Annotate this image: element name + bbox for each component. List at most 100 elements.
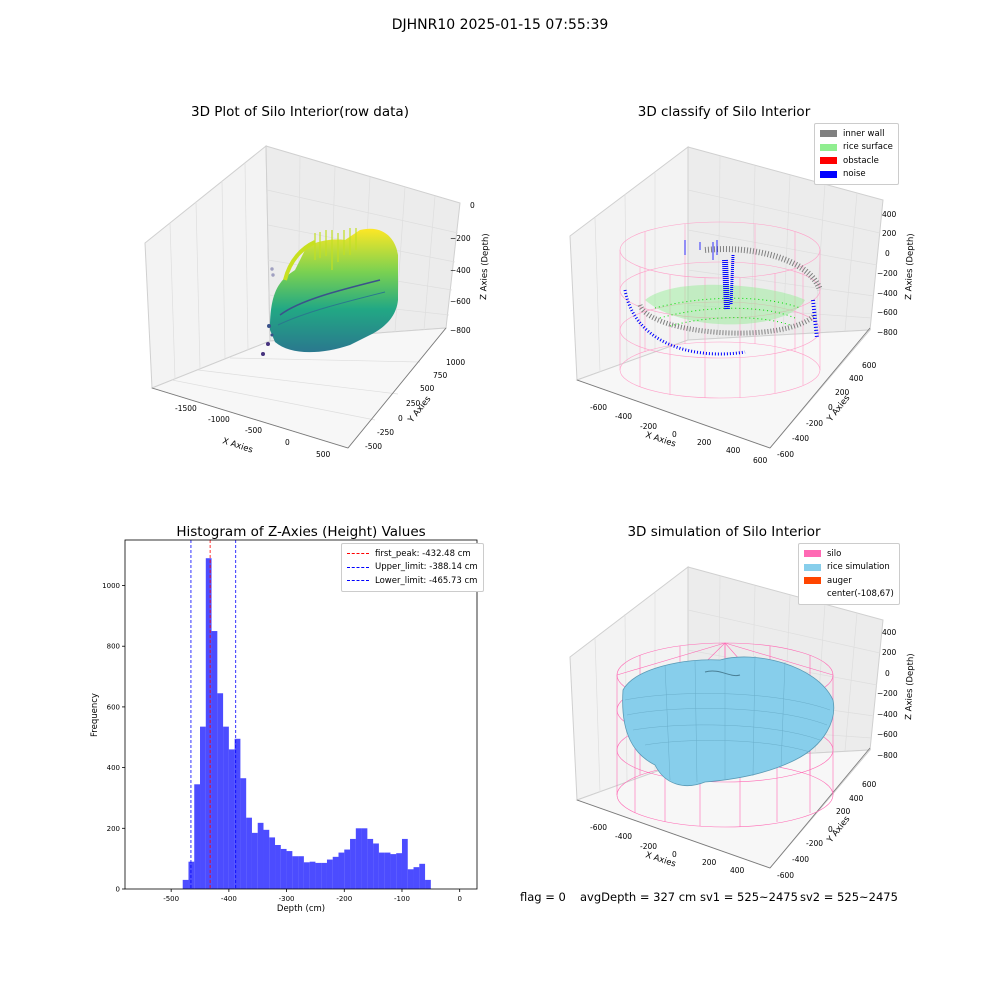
histogram-bar: [211, 631, 218, 889]
plot2-xtick: -400: [615, 412, 632, 421]
plot4-ytick: 400: [849, 794, 864, 803]
plot4-zlabel: Z Axies (Depth): [904, 653, 915, 720]
status-flag: flag = 0: [520, 890, 566, 904]
histogram-bar: [240, 778, 247, 889]
plot2-ztick: 400: [882, 210, 897, 219]
histogram-bar: [200, 726, 206, 889]
histogram-bar: [182, 879, 189, 889]
histogram-bar: [344, 849, 351, 889]
histogram-bar: [378, 852, 385, 889]
plot2-xtick: -600: [590, 403, 607, 412]
plot1-ztick: −800: [450, 326, 471, 335]
plot1-xtick: 500: [316, 450, 331, 459]
histogram-bar: [396, 853, 402, 889]
plot4-ytick: -200: [806, 839, 823, 848]
histogram-bar: [280, 848, 287, 889]
legend-swatch: [804, 591, 821, 598]
plot2-xtick: 200: [697, 438, 712, 447]
status-sv2: sv2 = 525~2475: [800, 890, 898, 904]
histogram-bar: [338, 852, 345, 889]
legend-label: inner wall: [843, 128, 885, 139]
legend-line: [347, 553, 369, 555]
plot4-rice-surface: [622, 656, 835, 786]
histogram-bar: [269, 837, 276, 889]
plot2-ytick: 600: [862, 361, 877, 370]
legend-label: first_peak: -432.48 cm: [375, 548, 471, 559]
histogram-bar: [413, 867, 420, 889]
plot2-ytick: -400: [792, 434, 809, 443]
legend-item-lower-limit: Lower_limit: -465.73 cm: [347, 574, 478, 588]
histogram-bar: [303, 862, 310, 889]
histogram-bar: [326, 859, 333, 889]
histogram-ytick-label: 1000: [102, 582, 120, 590]
plot4-xtick: 400: [730, 866, 745, 875]
plot4-ztick: −800: [877, 751, 898, 760]
histogram-xtick-label: -200: [336, 895, 352, 903]
plot4-ytick: -600: [777, 871, 794, 880]
legend-item-rice-simulation: rice simulation: [804, 561, 894, 575]
plot4-3d-axes: -600 -400 -200 0 200 400 X Axies -600 -4…: [569, 565, 915, 880]
plot4-xtick: -600: [590, 823, 607, 832]
plot1-xtick: 0: [285, 438, 290, 447]
histogram-bar: [309, 861, 316, 889]
plot2-ytick: 0: [828, 403, 833, 412]
plot4-ztick: −400: [877, 710, 898, 719]
legend-item-center: center(-108,67): [804, 588, 894, 602]
histogram-bar: [292, 856, 299, 889]
legend-swatch: [820, 130, 837, 138]
legend-line: [347, 580, 369, 582]
plot1-ytick: 250: [406, 399, 421, 408]
plot1-ytick: -500: [365, 442, 382, 451]
histogram-bar: [298, 856, 304, 889]
histogram-ytick-label: 400: [107, 764, 120, 772]
plot2-xticks: -600 -400 -200 0 200 400 600: [590, 403, 768, 465]
plot1-ytick: 500: [420, 384, 435, 393]
histogram-title: Histogram of Z-Axies (Height) Values: [176, 524, 426, 540]
histogram-bar: [228, 749, 235, 889]
plot4-ytick: 200: [836, 807, 851, 816]
plot4-xticks: -600 -400 -200 0 200 400: [590, 823, 745, 875]
plot1-xlabel: X Axies: [221, 436, 254, 455]
legend-item-silo: silo: [804, 547, 894, 561]
plot4-xtick: 200: [702, 858, 717, 867]
histogram-bar: [384, 852, 391, 889]
plot2-xtick: 600: [753, 456, 768, 465]
histogram-xtick-label: -100: [394, 895, 410, 903]
legend-label: Upper_limit: -388.14 cm: [375, 562, 478, 573]
plot4-ztick: 200: [882, 648, 897, 657]
histogram-ytick-label: 200: [107, 825, 120, 833]
plot1-ytick: 0: [398, 414, 403, 423]
histogram-bar: [390, 854, 397, 889]
plot4-ytick: 600: [862, 780, 877, 789]
status-sv1: sv1 = 525~2475: [700, 890, 798, 904]
plot2-ytick: -600: [777, 450, 794, 459]
legend-item-noise: noise: [820, 168, 893, 182]
plot4-title: 3D simulation of Silo Interior: [627, 524, 821, 540]
plot1-ztick: −400: [450, 266, 471, 275]
plot1-yticks: -500 -250 0 250 500 750 1000: [365, 358, 465, 451]
plot4-ztick: −600: [877, 730, 898, 739]
histogram-bar: [315, 862, 322, 889]
histogram-bar: [361, 828, 368, 889]
plot1-xtick: -1500: [175, 404, 197, 413]
histogram-bar: [419, 863, 426, 889]
legend-swatch: [804, 577, 821, 585]
plot4-yticks: -600 -400 -200 0 200 400 600: [777, 780, 877, 880]
histogram-ytick-label: 600: [107, 703, 120, 711]
histogram-bar: [286, 851, 293, 889]
histogram-bar: [332, 856, 339, 889]
plot4-xtick: -200: [640, 842, 657, 851]
histogram-xtick-label: -400: [221, 895, 237, 903]
legend-label: rice simulation: [827, 562, 890, 573]
histogram-xtick-label: -500: [163, 895, 179, 903]
histogram-bar: [194, 784, 201, 889]
histogram-bar: [373, 843, 379, 889]
histogram-ylabel: Frequency: [90, 693, 100, 737]
legend-swatch: [820, 143, 837, 151]
status-avg-depth: avgDepth = 327 cm: [580, 890, 697, 904]
plot2-ztick: −600: [877, 308, 898, 317]
plot1-xtick: -500: [245, 426, 262, 435]
legend-swatch: [820, 157, 837, 165]
plot4-ztick: 0: [885, 669, 890, 678]
legend-item-obstacle: obstacle: [820, 154, 893, 168]
